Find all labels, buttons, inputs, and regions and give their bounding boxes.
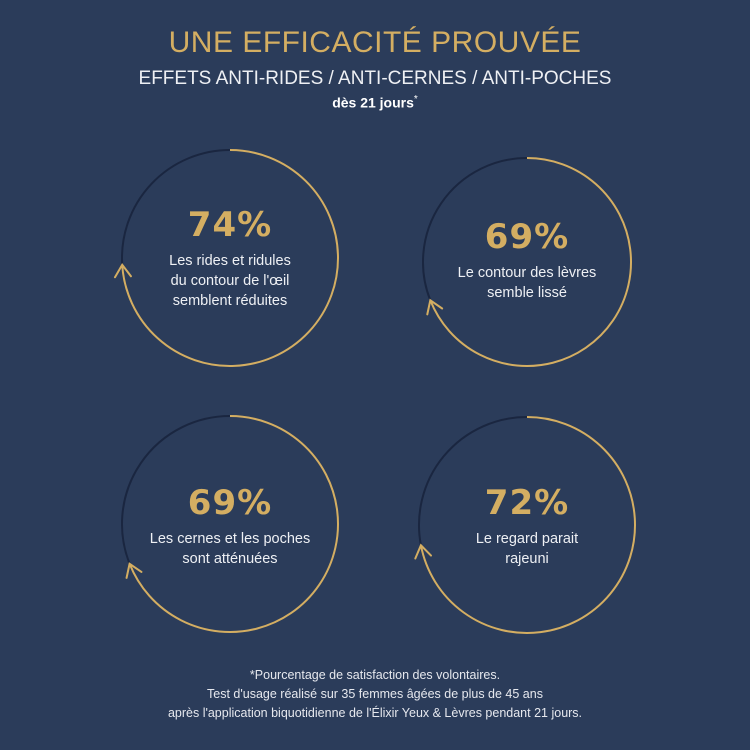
- stat-value: 69%: [187, 483, 273, 523]
- page-subtitle: EFFETS ANTI-RIDES / ANTI-CERNES / ANTI-P…: [138, 68, 612, 89]
- duration-text: dès 21 jours: [332, 94, 414, 111]
- page-title: UNE EFFICACITÉ PROUVÉE: [168, 26, 582, 59]
- arrowhead-icon: [426, 298, 444, 316]
- progress-ring-4: [414, 416, 636, 634]
- footnote-marker: *: [413, 94, 418, 105]
- progress-arc: [121, 149, 339, 367]
- stat-value: 72%: [484, 483, 570, 523]
- progress-track: [418, 416, 528, 546]
- progress-track: [121, 415, 231, 565]
- stat-value: 69%: [484, 217, 570, 257]
- stat-description: Les rides et ridules du contour de l'œil…: [169, 253, 291, 309]
- stat-card-3: 69% Les cernes et les poches sont atténu…: [130, 483, 330, 569]
- progress-track: [121, 149, 231, 265]
- progress-track: [422, 157, 528, 301]
- stat-description: Les cernes et les poches sont atténuées: [149, 531, 311, 567]
- progress-ring-2: [422, 157, 632, 367]
- progress-arc: [429, 157, 632, 367]
- progress-ring-3: [121, 415, 339, 633]
- stat-card-1: 74% Les rides et ridules du contour de l…: [130, 205, 330, 311]
- arrowhead-icon: [125, 562, 143, 579]
- duration-label: dès 21 jours*: [0, 94, 750, 111]
- stat-description: Le contour des lèvres semble lissé: [457, 265, 597, 301]
- arrowhead-icon: [414, 543, 433, 560]
- progress-arc: [419, 416, 636, 634]
- stat-card-4: 72% Le regard parait rajeuni: [427, 483, 627, 569]
- stat-description: Le regard parait rajeuni: [475, 531, 579, 567]
- progress-ring-1: [113, 149, 339, 367]
- footnote: *Pourcentage de satisfaction des volonta…: [167, 668, 583, 720]
- stat-card-2: 69% Le contour des lèvres semble lissé: [427, 217, 627, 303]
- arrowhead-icon: [113, 262, 132, 279]
- stat-value: 74%: [187, 205, 273, 245]
- progress-arc: [128, 415, 339, 633]
